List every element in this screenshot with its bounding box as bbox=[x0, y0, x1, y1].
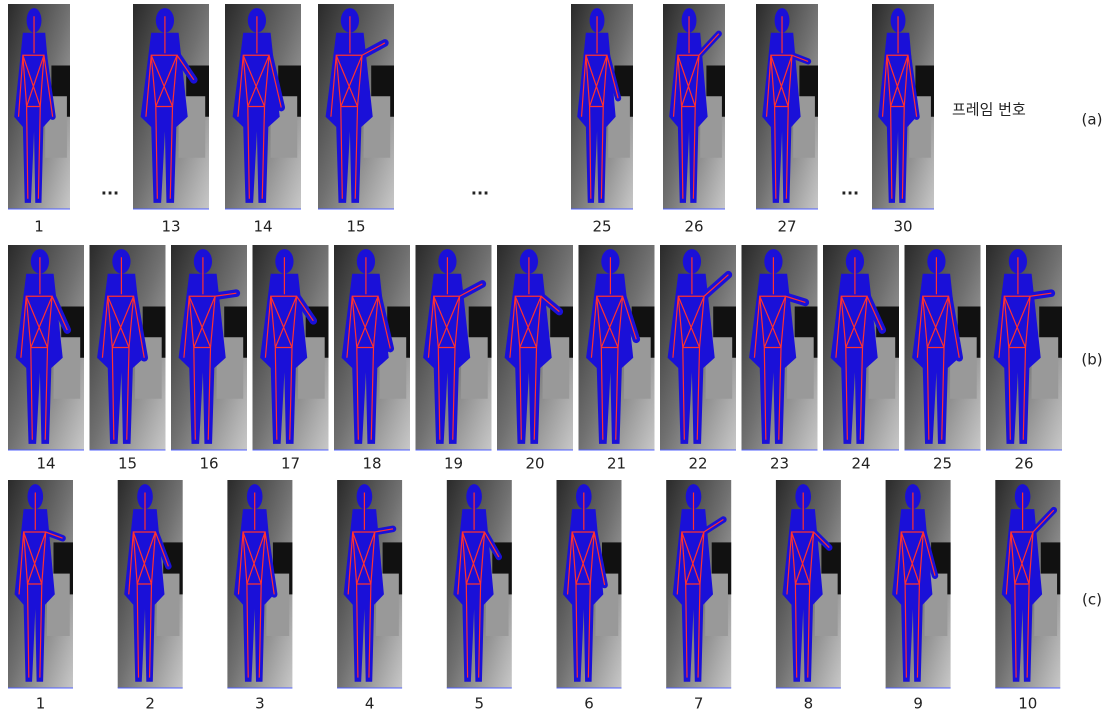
frame-number: 9 bbox=[913, 695, 923, 713]
frame-number: 25 bbox=[592, 218, 611, 236]
frame-number: 4 bbox=[365, 695, 375, 713]
row-label: (c) bbox=[1082, 591, 1102, 609]
frame-number: 25 bbox=[933, 455, 952, 473]
depth-frame bbox=[886, 480, 951, 688]
depth-frame bbox=[776, 480, 841, 688]
depth-frame bbox=[663, 4, 725, 209]
frame-number: 16 bbox=[199, 455, 218, 473]
frame-number: 21 bbox=[607, 455, 626, 473]
depth-frame bbox=[995, 480, 1060, 688]
ellipsis: ... bbox=[841, 180, 859, 199]
frame-number: 19 bbox=[444, 455, 463, 473]
depth-frame bbox=[986, 245, 1062, 450]
depth-frame bbox=[416, 245, 492, 450]
frame-number: 14 bbox=[36, 455, 55, 473]
depth-frame bbox=[337, 480, 402, 688]
frame-number: 3 bbox=[255, 695, 265, 713]
depth-frame bbox=[742, 245, 818, 450]
frame-number: 26 bbox=[1014, 455, 1033, 473]
depth-frame bbox=[227, 480, 292, 688]
depth-frame bbox=[8, 4, 70, 209]
frame-number: 27 bbox=[777, 218, 796, 236]
frame-number: 15 bbox=[118, 455, 137, 473]
depth-frame bbox=[8, 480, 73, 688]
frame-number: 30 bbox=[893, 218, 912, 236]
depth-frame bbox=[133, 4, 209, 209]
frame-number: 18 bbox=[362, 455, 381, 473]
frame-number: 7 bbox=[694, 695, 704, 713]
depth-frame bbox=[579, 245, 655, 450]
frame-number: 14 bbox=[253, 218, 272, 236]
ellipsis: ... bbox=[471, 180, 489, 199]
depth-frame bbox=[905, 245, 981, 450]
frame-number: 1 bbox=[34, 218, 44, 236]
frame-number: 2 bbox=[145, 695, 155, 713]
frame-number: 15 bbox=[346, 218, 365, 236]
depth-frame bbox=[660, 245, 736, 450]
depth-frame bbox=[171, 245, 247, 450]
depth-frame bbox=[118, 480, 183, 688]
frame-number: 8 bbox=[804, 695, 814, 713]
frame-number: 24 bbox=[851, 455, 870, 473]
depth-frame bbox=[8, 245, 84, 450]
frame-number: 17 bbox=[281, 455, 300, 473]
frame-number: 1 bbox=[36, 695, 46, 713]
depth-frame bbox=[225, 4, 301, 209]
frame-number: 10 bbox=[1018, 695, 1037, 713]
row-label: (b) bbox=[1081, 351, 1102, 369]
ellipsis: ... bbox=[101, 180, 119, 199]
frame-number: 26 bbox=[684, 218, 703, 236]
frame-number: 20 bbox=[525, 455, 544, 473]
depth-frame bbox=[557, 480, 622, 688]
depth-frame bbox=[318, 4, 394, 209]
depth-frame bbox=[823, 245, 899, 450]
depth-frame bbox=[872, 4, 934, 209]
frame-number: 5 bbox=[475, 695, 485, 713]
depth-frame bbox=[447, 480, 512, 688]
depth-frame bbox=[497, 245, 573, 450]
axis-note: 프레임 번호 bbox=[952, 101, 1026, 119]
depth-frame bbox=[666, 480, 731, 688]
frame-number: 6 bbox=[584, 695, 594, 713]
depth-frame bbox=[90, 245, 166, 450]
frame-number: 13 bbox=[161, 218, 180, 236]
depth-frame bbox=[571, 4, 633, 209]
depth-frame bbox=[253, 245, 329, 450]
figure: 1...131415...252627...30(a)프레임 번호1415161… bbox=[0, 0, 1107, 714]
frame-number: 22 bbox=[688, 455, 707, 473]
row-label: (a) bbox=[1082, 111, 1103, 129]
depth-frame bbox=[334, 245, 410, 450]
frame-number: 23 bbox=[770, 455, 789, 473]
depth-frame bbox=[756, 4, 818, 209]
